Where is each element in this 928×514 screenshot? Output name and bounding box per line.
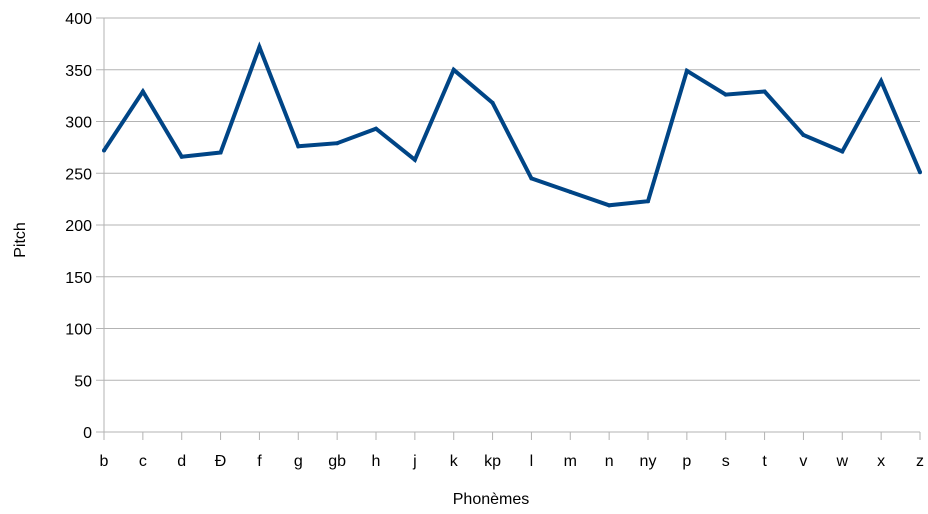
x-tick-label: g: [294, 453, 303, 470]
x-tick-label: kp: [484, 453, 501, 470]
x-tick-label: n: [605, 453, 614, 470]
gridlines: [104, 17, 920, 381]
x-tick-label: t: [762, 453, 767, 470]
x-axis-label: Phonèmes: [453, 491, 530, 508]
x-tick-label: ny: [640, 453, 657, 470]
data-point: [918, 170, 922, 175]
x-tick-label: d: [177, 453, 186, 470]
data-point: [490, 100, 495, 105]
x-tick-label: p: [682, 453, 691, 470]
data-point: [140, 89, 145, 94]
data-point: [840, 149, 845, 154]
x-tick-label: f: [257, 453, 262, 470]
y-tick-label: 350: [65, 63, 92, 80]
x-tick-label: z: [916, 453, 924, 470]
x-tick-label: w: [836, 453, 849, 470]
data-point: [568, 189, 573, 194]
data-point: [451, 67, 456, 72]
x-tick-label: l: [530, 453, 534, 470]
x-tick-label: x: [877, 453, 885, 470]
data-point: [607, 203, 612, 208]
y-tick-label: 300: [65, 115, 92, 132]
y-tick-label: 400: [65, 11, 92, 28]
y-tick-label: 100: [65, 322, 92, 339]
data-point: [374, 126, 378, 131]
y-tick-label: 150: [65, 270, 92, 287]
x-tick-label: c: [139, 453, 147, 470]
data-point: [646, 199, 650, 204]
data-point: [412, 157, 417, 162]
y-tick-label: 50: [74, 373, 92, 390]
data-point: [257, 44, 262, 49]
data-point: [879, 79, 884, 84]
data-point: [102, 148, 106, 153]
data-point: [179, 154, 184, 159]
y-tick-label: 250: [65, 166, 92, 183]
axes: [96, 17, 921, 440]
y-tick-label: 0: [83, 425, 92, 442]
data-point: [529, 176, 534, 181]
data-point: [762, 89, 767, 94]
y-tick-label: 200: [65, 218, 92, 235]
data-point: [723, 92, 728, 97]
y-tick-labels: 0 50 100 150 200 250 300 350 400: [65, 11, 92, 442]
x-tick-label: k: [450, 453, 459, 470]
data-point: [801, 132, 806, 137]
x-tick-label: h: [372, 453, 381, 470]
series-layer: [102, 41, 922, 208]
x-tick-label: Ð: [215, 453, 227, 470]
x-tick-label: j: [412, 453, 417, 470]
data-point: [218, 150, 223, 155]
data-point: [684, 68, 689, 73]
x-tick-label: m: [564, 453, 577, 470]
y-axis-label: Pitch: [12, 222, 29, 258]
series-line: [102, 41, 922, 208]
x-tick-label: b: [100, 453, 109, 470]
data-point: [335, 141, 340, 146]
x-tick-label: s: [722, 453, 730, 470]
x-tick-label: v: [799, 453, 807, 470]
x-tick-label: gb: [328, 453, 346, 470]
data-point: [296, 144, 301, 149]
